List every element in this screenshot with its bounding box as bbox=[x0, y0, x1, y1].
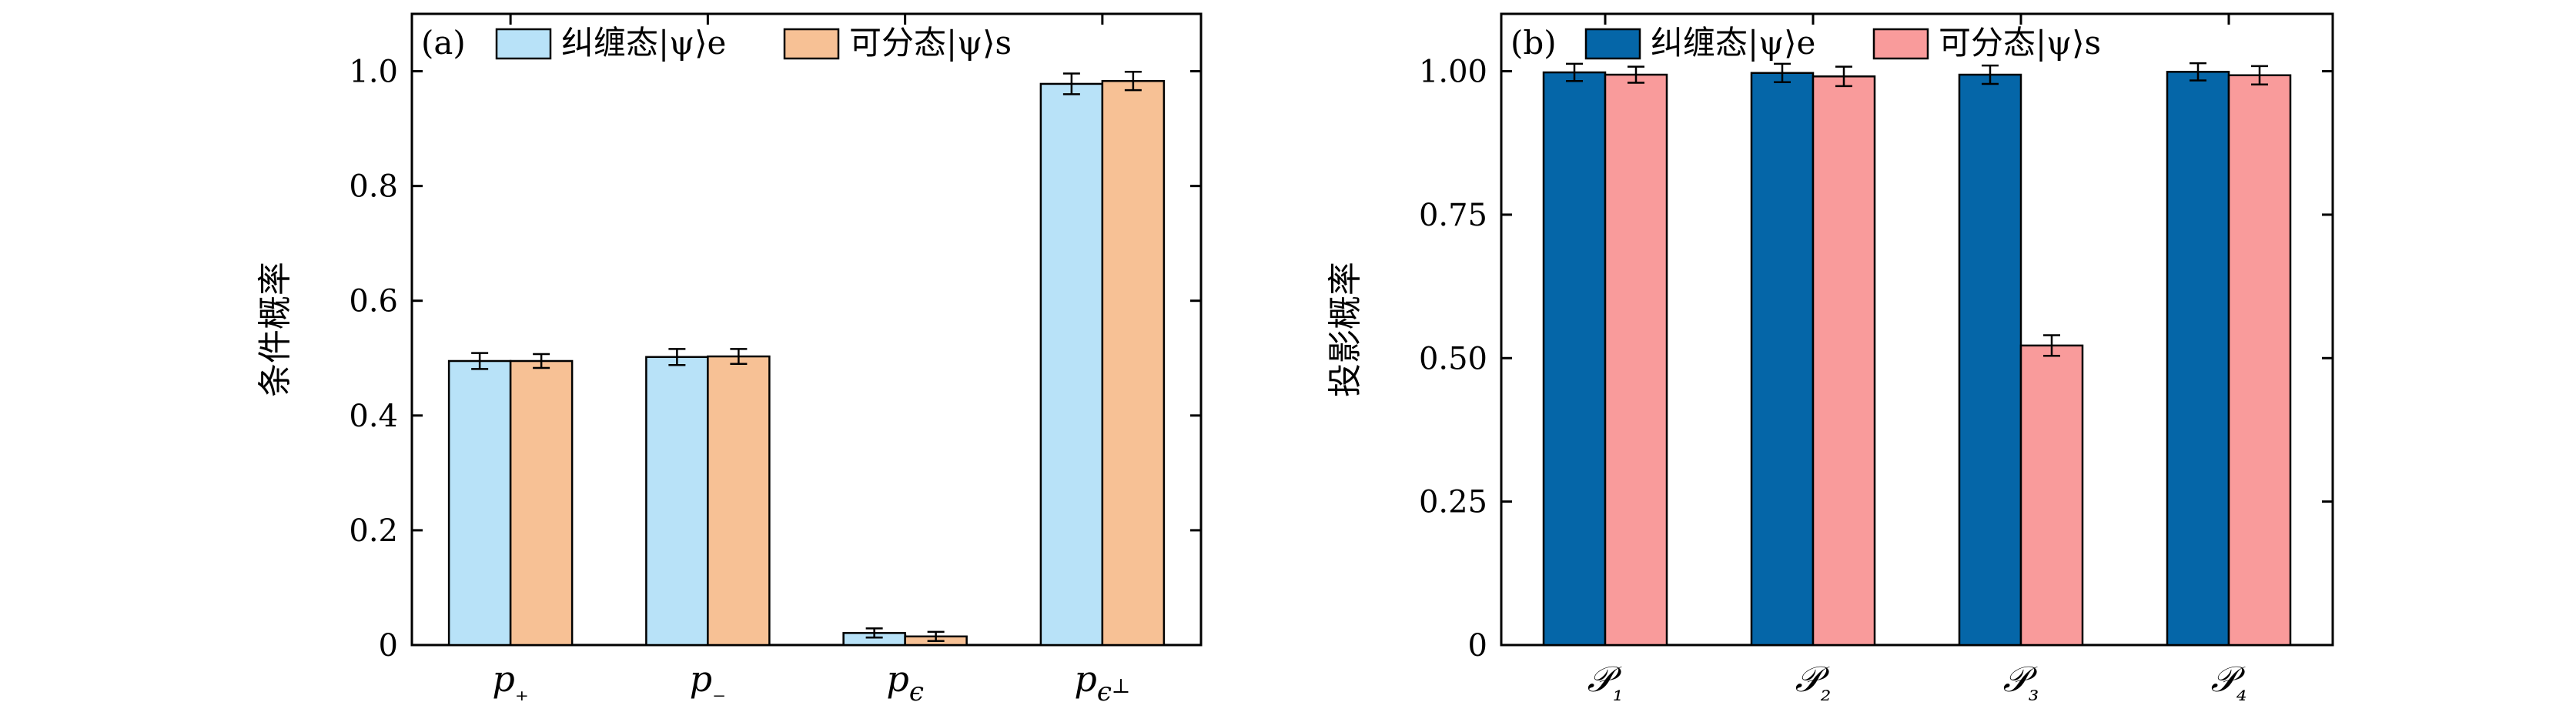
bar-separable bbox=[2019, 344, 2084, 647]
y-tick-label: 0 bbox=[379, 628, 398, 664]
y-axis-label: 投影概率 bbox=[1326, 262, 1365, 397]
bar-separable bbox=[1604, 73, 1668, 647]
y-tick-label: 0.8 bbox=[349, 169, 398, 205]
y-axis-label: 条件概率 bbox=[256, 262, 295, 397]
y-tick-label: 0.75 bbox=[1419, 198, 1487, 233]
bar-entangled bbox=[1039, 82, 1104, 647]
x-tick-label: 𝒫₁ bbox=[1587, 658, 1624, 707]
y-tick-label: 0.6 bbox=[349, 284, 398, 319]
legend-label: 纠缠态|ψ⟩e bbox=[1651, 24, 1815, 62]
y-tick-label: 0 bbox=[1468, 628, 1487, 664]
bar-separable bbox=[2227, 74, 2292, 647]
bar-entangled bbox=[1958, 73, 2022, 647]
y-tick-label: 1.0 bbox=[349, 55, 398, 90]
legend-swatch bbox=[495, 28, 552, 60]
panel-label: (a) bbox=[421, 24, 466, 62]
x-tick-label: 𝒫₂ bbox=[1795, 658, 1832, 707]
bar-separable bbox=[1812, 75, 1876, 647]
y-tick-label: 0.50 bbox=[1419, 341, 1487, 376]
bar-entangled bbox=[2166, 71, 2230, 647]
panel-label: (b) bbox=[1510, 24, 1557, 62]
x-tick-label: pϵ⊥ bbox=[1074, 658, 1130, 707]
chart-panel-b: 0 0.25 0.50 0.75 1.00 投影概率 𝒫₁ 𝒫₂ 𝒫₃ 𝒫₄ (b) 纠缠态|ψ⟩e 可… bbox=[1326, 12, 2334, 707]
y-tick-label: 0.4 bbox=[349, 399, 398, 434]
bar-entangled bbox=[1750, 72, 1815, 647]
legend-label: 可分态|ψ⟩s bbox=[849, 24, 1012, 62]
axes-frame bbox=[410, 12, 1203, 647]
bar-entangled bbox=[1542, 71, 1607, 647]
legend-swatch bbox=[1872, 28, 1929, 60]
bar-entangled bbox=[645, 356, 709, 647]
y-tick-label: 0.2 bbox=[349, 513, 398, 549]
x-tick-label: 𝒫₃ bbox=[2003, 658, 2039, 707]
legend-label: 可分态|ψ⟩s bbox=[1939, 24, 2101, 62]
bar-separable bbox=[707, 355, 771, 647]
chart-panel-a: 0 0.2 0.4 0.6 0.8 1.0 条件概率 p₊ p₋ pϵ pϵ⊥ (a) 纠缠态|ψ⟩e 可… bbox=[256, 12, 1203, 707]
x-tick-label: pϵ bbox=[886, 658, 924, 707]
legend-label: 纠缠态|ψ⟩e bbox=[561, 24, 726, 62]
bar-separable bbox=[509, 359, 574, 647]
legend-swatch bbox=[1584, 28, 1641, 60]
x-tick-label: 𝒫₄ bbox=[2211, 658, 2247, 707]
legend-swatch bbox=[783, 28, 840, 60]
bar-separable bbox=[1101, 79, 1166, 647]
y-tick-label: 0.25 bbox=[1419, 485, 1487, 520]
axes-frame bbox=[1500, 12, 2334, 647]
bar-entangled bbox=[447, 359, 512, 647]
x-tick-label: p₋ bbox=[690, 658, 726, 707]
y-tick-label: 1.00 bbox=[1419, 55, 1487, 90]
x-tick-label: p₊ bbox=[492, 658, 528, 707]
